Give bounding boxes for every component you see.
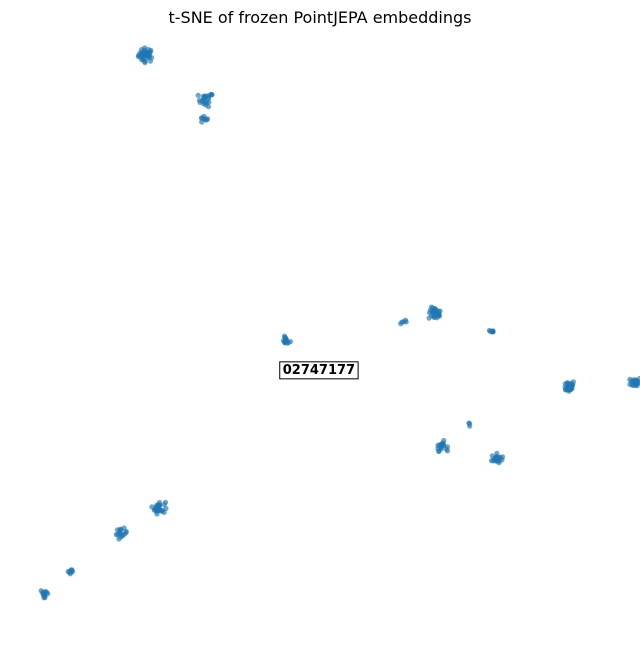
scatter-point — [287, 339, 293, 345]
scatter-point — [121, 525, 127, 531]
scatter-point — [66, 569, 72, 575]
scatter-point — [399, 319, 405, 325]
scatter-point — [149, 504, 155, 510]
scatter-point — [156, 502, 162, 508]
scatter-point — [149, 55, 155, 61]
annotation-label: 02747177 — [283, 363, 355, 378]
scatter-point — [195, 92, 201, 98]
scatter-point — [114, 527, 121, 533]
scatter-point — [438, 444, 444, 450]
scatter-point — [162, 499, 169, 505]
scatter-point — [199, 119, 205, 125]
scatter-point — [146, 47, 152, 53]
scatter-point — [200, 93, 206, 100]
scatter-point — [203, 102, 209, 108]
scatter-point — [433, 311, 439, 317]
scatter-point — [139, 47, 145, 53]
scatter-point — [436, 448, 442, 454]
scatter-point — [496, 458, 502, 464]
scatter-points — [38, 45, 640, 601]
scatter-point — [282, 340, 288, 346]
scatter-point — [500, 454, 506, 460]
scatter-point — [206, 92, 212, 98]
scatter-point — [427, 307, 433, 313]
scatter-point — [116, 536, 122, 542]
scatter-point — [444, 448, 451, 454]
point-annotation: 02747177 — [279, 361, 359, 380]
scatter-point — [426, 315, 432, 321]
scatter-point — [489, 458, 495, 464]
scatter-point — [139, 55, 145, 61]
scatter-point — [490, 328, 496, 334]
scatter-point — [562, 381, 568, 387]
scatter-point — [41, 595, 47, 601]
chart-title: t-SNE of frozen PointJEPA embeddings — [168, 8, 471, 27]
scatter-point — [156, 507, 162, 514]
scatter-point — [136, 52, 142, 58]
scatter-point — [627, 376, 633, 382]
scatter-point — [199, 115, 205, 121]
scatter-point — [466, 420, 472, 426]
annotation-box — [279, 361, 359, 380]
scatter-point — [204, 116, 211, 122]
scatter-point — [633, 378, 639, 384]
